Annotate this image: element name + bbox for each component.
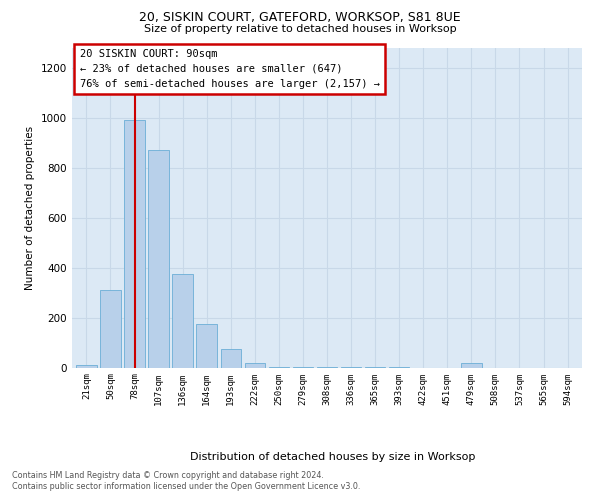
Text: Contains HM Land Registry data © Crown copyright and database right 2024.: Contains HM Land Registry data © Crown c… (12, 471, 324, 480)
Text: Distribution of detached houses by size in Worksop: Distribution of detached houses by size … (190, 452, 476, 462)
Text: Contains public sector information licensed under the Open Government Licence v3: Contains public sector information licen… (12, 482, 361, 491)
Bar (293, 367, 313, 368)
Bar (245, 362, 265, 368)
Bar (76, 365, 97, 368)
Bar (461, 363, 482, 368)
Bar (172, 274, 193, 368)
Text: Size of property relative to detached houses in Worksop: Size of property relative to detached ho… (143, 24, 457, 34)
Bar (124, 120, 145, 368)
Y-axis label: Number of detached properties: Number of detached properties (25, 126, 35, 290)
Bar (196, 324, 217, 368)
Text: 20, SISKIN COURT, GATEFORD, WORKSOP, S81 8UE: 20, SISKIN COURT, GATEFORD, WORKSOP, S81… (139, 11, 461, 24)
Bar (269, 367, 289, 368)
Text: 20 SISKIN COURT: 90sqm
← 23% of detached houses are smaller (647)
76% of semi-de: 20 SISKIN COURT: 90sqm ← 23% of detached… (80, 49, 380, 88)
Bar (221, 349, 241, 368)
Bar (100, 290, 121, 368)
Bar (148, 150, 169, 368)
Bar (317, 367, 337, 368)
